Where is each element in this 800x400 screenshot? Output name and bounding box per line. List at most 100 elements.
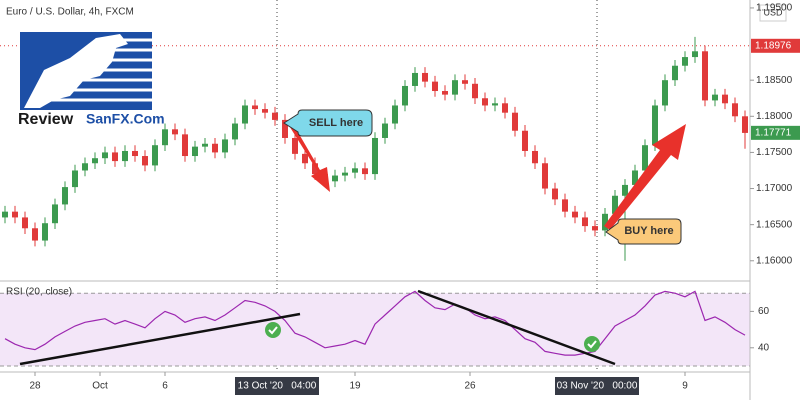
candle-body (422, 72, 428, 82)
candle-body (302, 153, 308, 164)
x-tick-label: 03 Nov '20 00:00 (557, 381, 638, 392)
candle-body (672, 65, 678, 81)
candle-body (352, 168, 358, 173)
candle-body (722, 94, 728, 104)
candle-body (212, 143, 218, 153)
candle-body (162, 129, 168, 146)
logo-text: SanFX.Com (86, 111, 165, 127)
buy-callout (605, 218, 682, 245)
sell-callout (283, 109, 373, 137)
buy-label: BUY here (624, 225, 673, 237)
check-icon (265, 322, 281, 338)
price-tag-label: 1.17771 (755, 127, 792, 138)
candle-body (252, 105, 258, 110)
y-tick-label: 1.19500 (756, 3, 793, 14)
candle-body (482, 98, 488, 106)
candle-body (692, 51, 698, 58)
candle-body (412, 72, 418, 86)
x-tick-label: Oct (92, 381, 108, 392)
candle-body (682, 57, 688, 66)
candle-body (552, 188, 558, 200)
candle-body (42, 223, 48, 241)
candle-body (292, 137, 298, 154)
candle-body (192, 146, 198, 157)
candle-body (72, 170, 78, 188)
candle-body (652, 105, 658, 146)
y-tick-label: 1.18500 (756, 75, 793, 86)
logo-text: Review (18, 111, 74, 128)
logo-bull (24, 34, 128, 108)
rsi-line (4, 290, 746, 356)
rsi-band (0, 293, 750, 366)
price-tag (751, 38, 800, 53)
candle-body (712, 94, 718, 101)
trend-line (417, 289, 616, 366)
candle-body (502, 103, 508, 113)
logo: Review SanFX.Com (18, 32, 165, 128)
candle-body (112, 152, 118, 162)
buy-arrow (604, 124, 686, 230)
background-layer (0, 0, 750, 372)
candle-body (312, 163, 318, 175)
candle-body (602, 213, 608, 231)
candle-body (172, 129, 178, 135)
candle-body (282, 119, 288, 138)
x-tick-label: 19 (349, 381, 361, 392)
candle-body (102, 152, 108, 159)
x-tick-label: 9 (682, 381, 688, 392)
candle-body (82, 163, 88, 171)
price-tag-label: 1.18976 (755, 40, 792, 51)
x-tick-label: 13 Oct '20 04:00 (238, 381, 317, 392)
candle-body (52, 204, 58, 224)
currency: USD (763, 7, 783, 17)
trend-line (19, 312, 301, 366)
check-icon (584, 336, 600, 352)
candle-body (642, 145, 648, 171)
candle-body (702, 51, 708, 101)
candle-body (732, 103, 738, 117)
candle-body (472, 83, 478, 99)
candle-body (272, 112, 278, 120)
candle-body (582, 217, 588, 227)
sell-label: SELL here (309, 117, 363, 129)
candle-body (402, 85, 408, 106)
y-tick-label: 1.17500 (756, 147, 793, 158)
candle-body (262, 109, 268, 113)
candle-body (92, 158, 98, 164)
candle-body (612, 195, 618, 214)
candle-body (542, 163, 548, 189)
candle-body (12, 211, 18, 218)
y-tick-label: 1.18000 (756, 111, 793, 122)
sell-arrow (288, 122, 330, 192)
candle-body (572, 211, 578, 218)
candle-body (592, 226, 598, 231)
candle-body (362, 168, 368, 175)
candle-body (152, 145, 158, 166)
chart-title: Euro / U.S. Dollar, 4h, FXCM (6, 7, 134, 18)
candle-body (392, 105, 398, 124)
candle-body (622, 184, 628, 196)
currency-box (759, 4, 787, 22)
candle-body (142, 156, 148, 166)
y-tick-label: 1.17000 (756, 183, 793, 194)
candle-body (532, 150, 538, 164)
candle-body (222, 139, 228, 153)
candle-body (512, 112, 518, 131)
y-tick-label: 40 (758, 342, 770, 353)
candle-body (122, 150, 128, 162)
candle-body (332, 175, 338, 182)
candle-body (632, 170, 638, 185)
candle-body (2, 211, 8, 218)
price-tag (751, 125, 800, 140)
candle-body (182, 134, 188, 157)
y-tick-label: 1.16500 (756, 219, 793, 230)
candle-body (32, 228, 38, 241)
candle-body (462, 80, 468, 84)
candle-body (442, 91, 448, 95)
candle-body (382, 123, 388, 138)
candle-body (242, 105, 248, 124)
candle-body (742, 116, 748, 133)
candle-body (522, 130, 528, 151)
y-tick-label: 60 (758, 306, 770, 317)
